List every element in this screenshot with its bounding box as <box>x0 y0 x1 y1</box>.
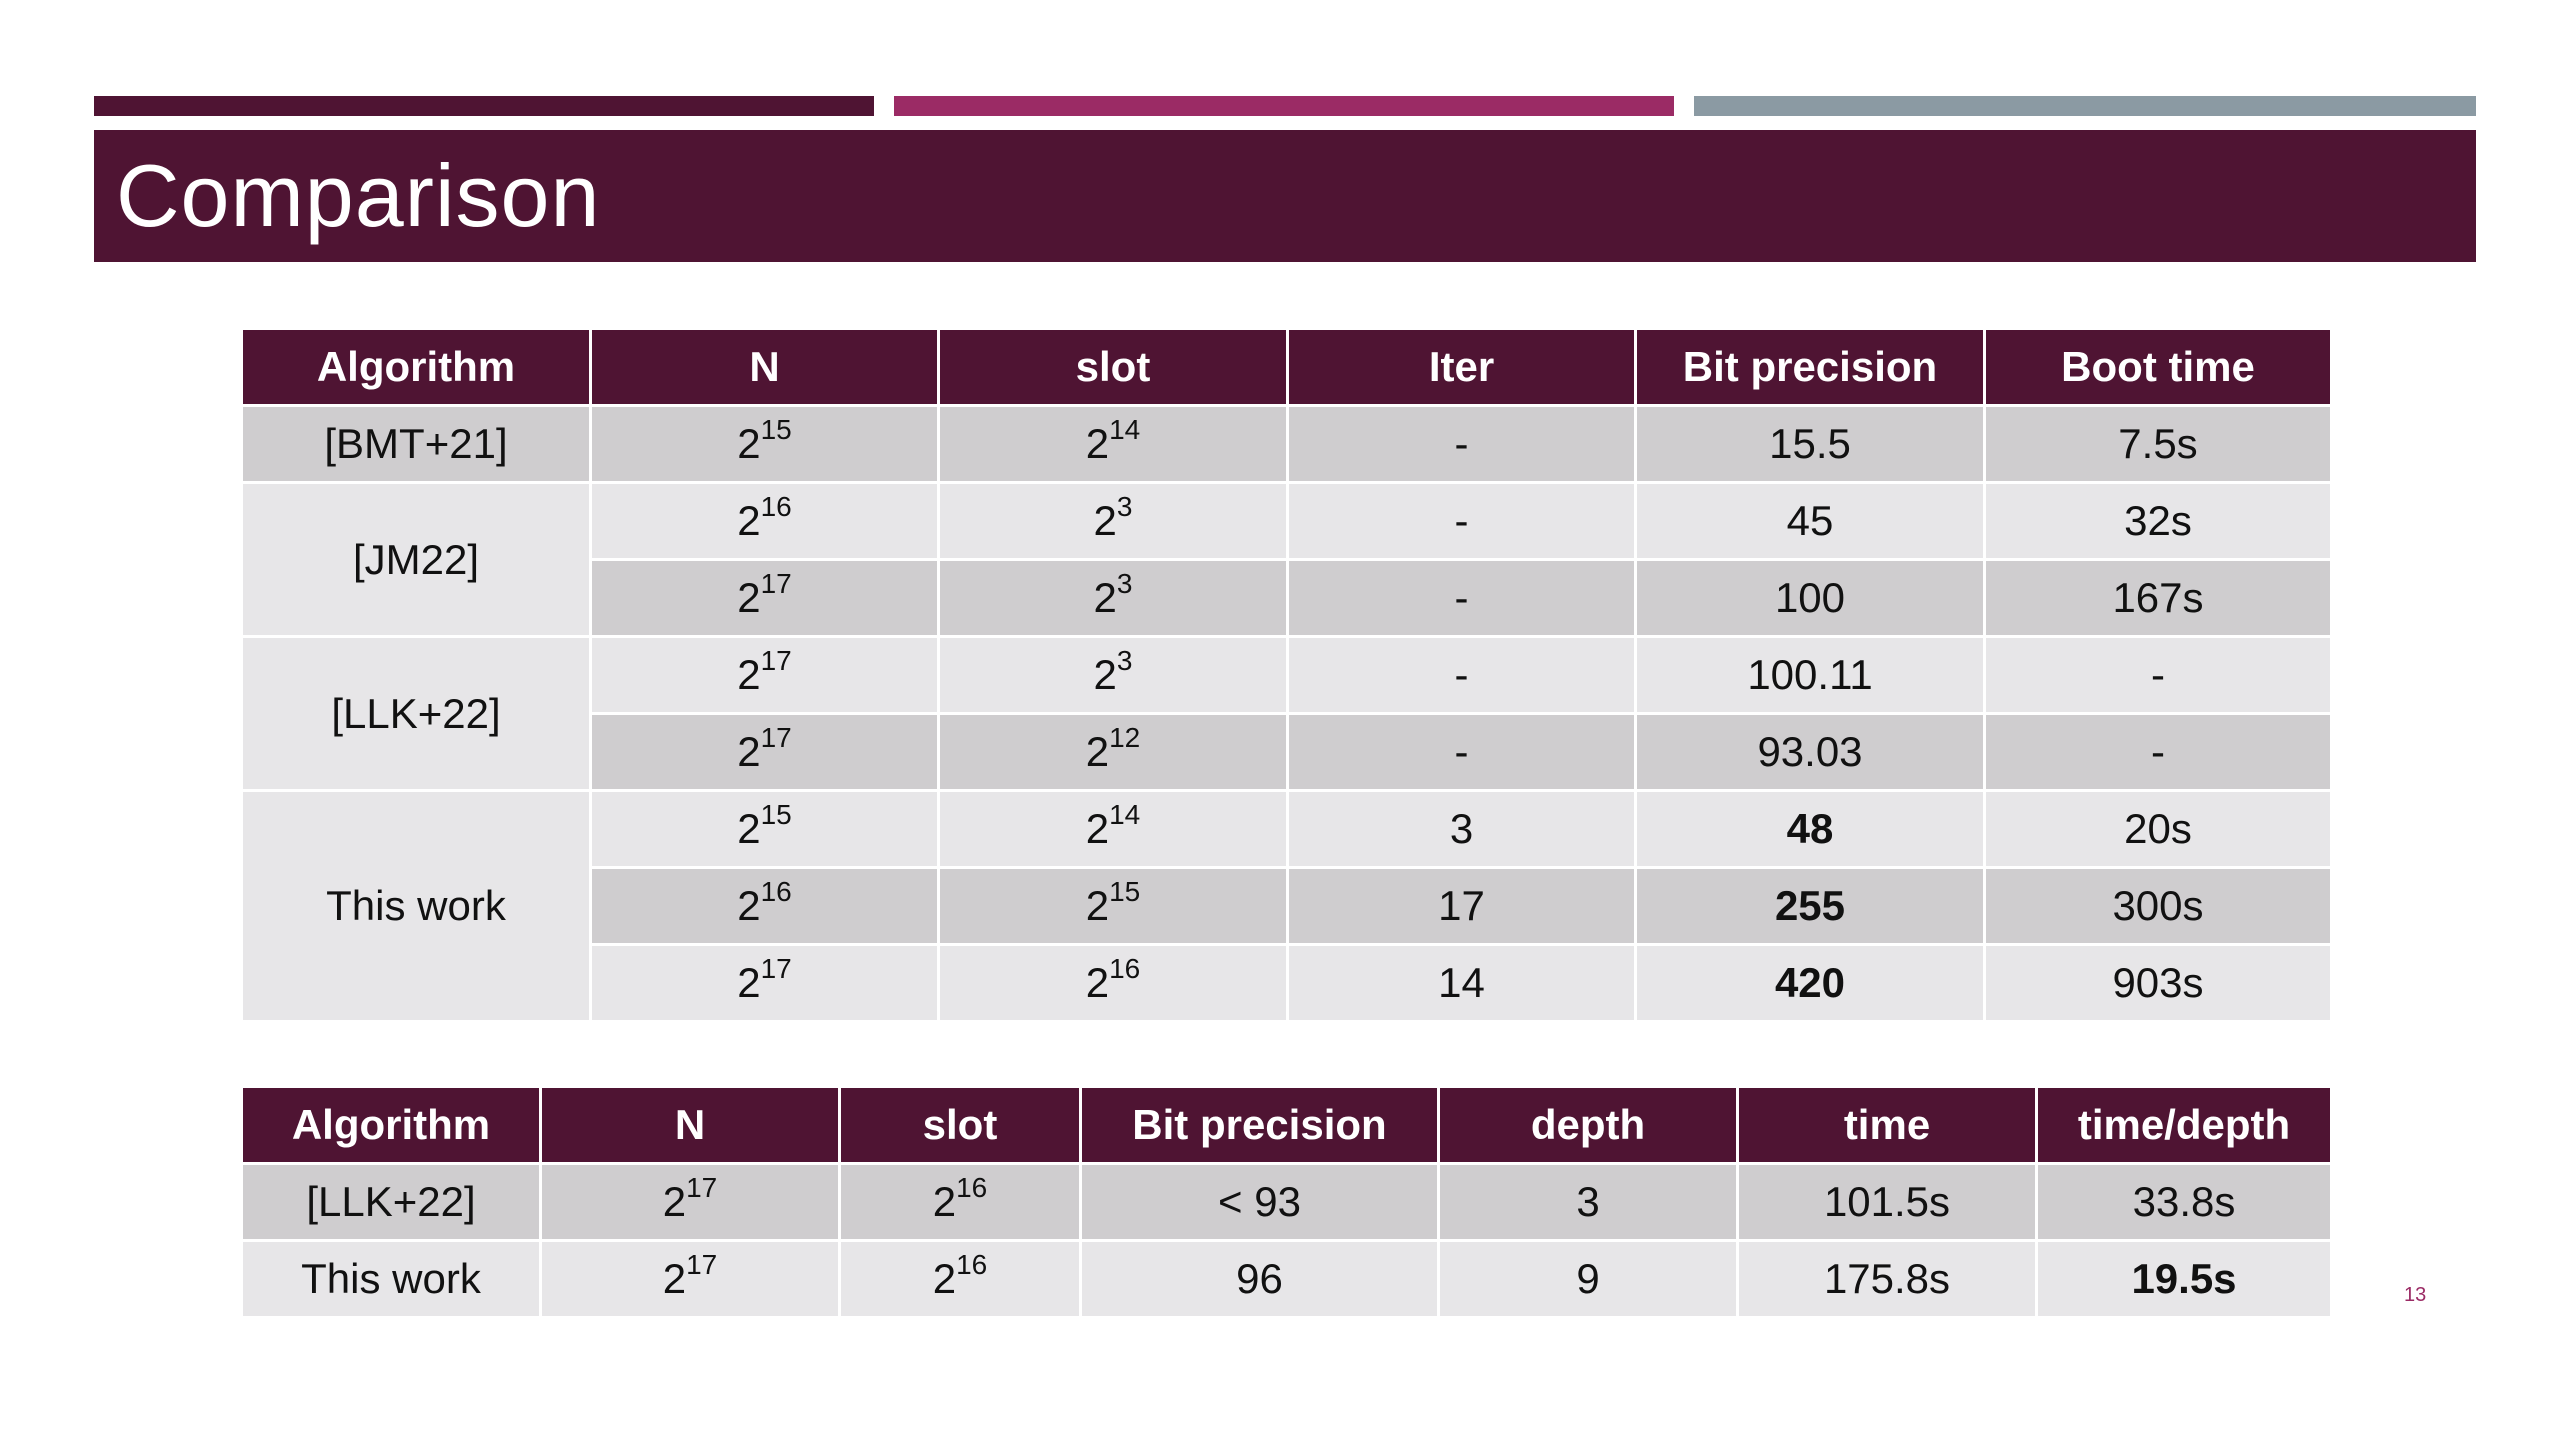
cell-time-per-depth: 19.5s <box>2035 1239 2333 1319</box>
cell-iter: 14 <box>1286 943 1637 1023</box>
cell-bit-precision: 15.5 <box>1634 404 1986 484</box>
cell-boot-time: - <box>1983 712 2333 792</box>
cell-n: 215 <box>589 789 940 869</box>
cell-bit-precision: 93.03 <box>1634 712 1986 792</box>
cell-boot-time: 7.5s <box>1983 404 2333 484</box>
header-bit-precision: Bit precision <box>1079 1085 1440 1165</box>
slide-title: Comparison <box>116 146 601 245</box>
cell-n: 216 <box>589 866 940 946</box>
cell-time-per-depth: 33.8s <box>2035 1162 2333 1242</box>
header-n: N <box>539 1085 841 1165</box>
cell-bit-precision: 48 <box>1634 789 1986 869</box>
bootstrapping-comparison-table: Algorithm N slot Iter Bit precision Boot… <box>240 327 2333 1023</box>
cell-bit-precision: 420 <box>1634 943 1986 1023</box>
cell-time: 101.5s <box>1736 1162 2038 1242</box>
cell-n: 217 <box>539 1162 841 1242</box>
cell-slot: 216 <box>838 1239 1082 1319</box>
cell-bit-precision: 100.11 <box>1634 635 1986 715</box>
page-number: 13 <box>2404 1284 2427 1306</box>
cell-slot: 23 <box>937 635 1289 715</box>
cell-boot-time: 32s <box>1983 481 2333 561</box>
cell-boot-time: 20s <box>1983 789 2333 869</box>
cell-algorithm: This work <box>240 789 592 1023</box>
cell-slot: 23 <box>937 481 1289 561</box>
cell-algorithm: [BMT+21] <box>240 404 592 484</box>
cell-bit-precision: 45 <box>1634 481 1986 561</box>
cell-depth: 3 <box>1437 1162 1739 1242</box>
table-row: [BMT+21] 215 214 - 15.5 7.5s <box>240 404 2333 484</box>
cell-n: 217 <box>589 943 940 1023</box>
cell-n: 217 <box>589 635 940 715</box>
cell-n: 217 <box>589 712 940 792</box>
accent-bar-1 <box>94 96 874 116</box>
cell-algorithm: [JM22] <box>240 481 592 638</box>
cell-bit-precision: 100 <box>1634 558 1986 638</box>
header-algorithm: Algorithm <box>240 1085 542 1165</box>
cell-boot-time: - <box>1983 635 2333 715</box>
cell-iter: 17 <box>1286 866 1637 946</box>
cell-algorithm: This work <box>240 1239 542 1319</box>
cell-slot: 214 <box>937 404 1289 484</box>
header-bit-precision: Bit precision <box>1634 327 1986 407</box>
cell-slot: 216 <box>838 1162 1082 1242</box>
table-row: 217 212 - 93.03 - <box>242 712 2333 792</box>
cell-slot: 215 <box>937 866 1289 946</box>
header-slot: slot <box>838 1085 1082 1165</box>
cell-bit-precision: 96 <box>1079 1239 1440 1319</box>
table-row: 217 23 - 100 167s <box>242 558 2333 638</box>
header-time-per-depth: time/depth <box>2035 1085 2333 1165</box>
cell-slot: 214 <box>937 789 1289 869</box>
cell-boot-time: 903s <box>1983 943 2333 1023</box>
header-iter: Iter <box>1286 327 1637 407</box>
cell-time: 175.8s <box>1736 1239 2038 1319</box>
table-header-row: Algorithm N slot Bit precision depth tim… <box>240 1085 2333 1165</box>
header-slot: slot <box>937 327 1289 407</box>
cell-depth: 9 <box>1437 1239 1739 1319</box>
multiplication-comparison-table: Algorithm N slot Bit precision depth tim… <box>240 1085 2333 1319</box>
cell-iter: 3 <box>1286 789 1637 869</box>
cell-iter: - <box>1286 635 1637 715</box>
cell-boot-time: 167s <box>1983 558 2333 638</box>
cell-n: 216 <box>589 481 940 561</box>
table-row: This work 217 216 96 9 175.8s 19.5s <box>240 1239 2333 1319</box>
table-header-row: Algorithm N slot Iter Bit precision Boot… <box>240 327 2333 407</box>
table-row: [LLK+22] 217 216 < 93 3 101.5s 33.8s <box>240 1162 2333 1242</box>
header-n: N <box>589 327 940 407</box>
cell-algorithm: [LLK+22] <box>240 1162 542 1242</box>
cell-iter: - <box>1286 712 1637 792</box>
table-row: [LLK+22] 217 23 - 100.11 - <box>240 635 2333 792</box>
title-band: Comparison <box>94 130 2476 262</box>
accent-bar-3 <box>1694 96 2476 116</box>
cell-algorithm: [LLK+22] <box>240 635 592 792</box>
header-algorithm: Algorithm <box>240 327 592 407</box>
table-row: [JM22] 216 23 - 45 32s <box>240 481 2333 638</box>
cell-slot: 212 <box>937 712 1289 792</box>
cell-iter: - <box>1286 558 1637 638</box>
table-row: 217 216 14 420 903s <box>242 943 2333 1023</box>
cell-slot: 23 <box>937 558 1289 638</box>
table-row: 216 215 17 255 300s <box>242 866 2333 946</box>
header-time: time <box>1736 1085 2038 1165</box>
accent-bar-2 <box>894 96 1674 116</box>
cell-iter: - <box>1286 404 1637 484</box>
table-row: This work 215 214 3 48 20s <box>240 789 2333 1023</box>
cell-slot: 216 <box>937 943 1289 1023</box>
cell-n: 217 <box>589 558 940 638</box>
cell-n: 217 <box>539 1239 841 1319</box>
header-depth: depth <box>1437 1085 1739 1165</box>
cell-bit-precision: 255 <box>1634 866 1986 946</box>
cell-iter: - <box>1286 481 1637 561</box>
header-boot-time: Boot time <box>1983 327 2333 407</box>
cell-bit-precision: < 93 <box>1079 1162 1440 1242</box>
cell-n: 215 <box>589 404 940 484</box>
cell-boot-time: 300s <box>1983 866 2333 946</box>
